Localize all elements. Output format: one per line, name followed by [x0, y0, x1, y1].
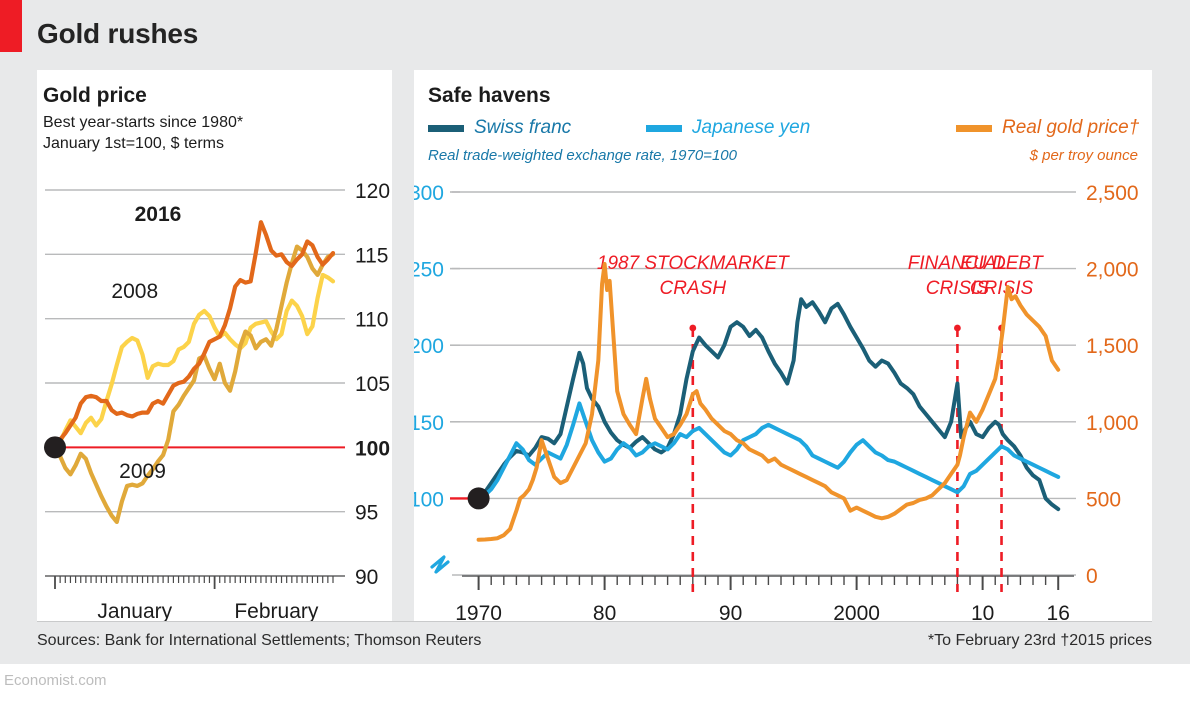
origin-marker-dot [467, 487, 490, 510]
line-swatch-icon [428, 124, 464, 132]
left-x-label: February [234, 600, 319, 621]
legend-label-swiss-franc: Swiss franc [474, 117, 572, 138]
right-panel-title: Safe havens [428, 84, 551, 107]
left-panel-subtitle-2: January 1st=100, $ terms [43, 135, 224, 152]
series-line-2008 [52, 272, 336, 450]
left-y-tick: 100 [414, 488, 444, 511]
right-y-tick: 500 [1086, 488, 1121, 511]
legend-item-real-gold-price[interactable]: Real gold price† [956, 117, 1139, 139]
gold-price-chart: 90 95 100 105 110 115 120 January February 2016 20… [44, 180, 390, 621]
right-x-tick: 10 [971, 602, 994, 621]
crisis-annotation-line1: 1987 STOCKMARKET [597, 253, 790, 274]
left-y-tick: 250 [414, 259, 444, 282]
series-line-real-gold-price [476, 262, 1061, 542]
crisis-annotation-line1: FINANCIAL [908, 253, 1007, 274]
series-annotation-2016: 2016 [135, 203, 182, 226]
left-y-tick: 150 [414, 412, 444, 435]
left-y-tick: 300 [414, 182, 444, 205]
left-axis-note: Real trade-weighted exchange rate, 1970=… [428, 147, 737, 164]
right-y-tick: 1,000 [1086, 412, 1139, 435]
safe-havens-chart: 2,500 2,000 1,500 1,000 500 0 300 250 200 150 100 1… [414, 182, 1139, 621]
right-x-tick: 90 [719, 602, 742, 621]
left-x-label: January [97, 600, 172, 621]
series-line-2009 [52, 244, 336, 525]
crisis-annotation-line2: CRISIS [926, 278, 990, 299]
brand-accent-bar [0, 0, 22, 52]
crisis-annotation-line2: CRISIS [970, 278, 1034, 299]
right-axis-note: $ per troy ounce [1029, 147, 1138, 164]
left-y-tick: 120 [355, 180, 390, 203]
page-title: Gold rushes [37, 18, 199, 49]
left-y-tick: 200 [414, 335, 444, 358]
series-annotation-2008: 2008 [111, 280, 158, 303]
sources-text: Sources: Bank for International Settleme… [37, 632, 482, 649]
legend-item-japanese-yen[interactable]: Japanese yen [646, 117, 810, 139]
left-y-tick: 90 [355, 566, 378, 589]
series-line-japanese-yen [476, 401, 1061, 501]
footer-bar [0, 664, 1190, 706]
left-panel-subtitle-1: Best year-starts since 1980* [43, 114, 244, 131]
footer-divider [37, 621, 1152, 622]
left-y-tick: 105 [355, 373, 390, 396]
gold-price-panel: Gold price Best year-starts since 1980* … [37, 70, 392, 621]
series-line-2016 [52, 220, 336, 450]
legend-item-swiss-franc[interactable]: Swiss franc [428, 117, 571, 139]
line-swatch-icon [956, 124, 992, 132]
axis-break-icon [430, 555, 450, 574]
footnotes-text: *To February 23rd †2015 prices [927, 632, 1152, 649]
line-swatch-icon [646, 124, 682, 132]
right-x-tick: 2000 [833, 602, 880, 621]
right-x-tick: 1970 [455, 602, 502, 621]
right-y-tick: 2,500 [1086, 182, 1139, 205]
left-panel-title: Gold price [43, 84, 147, 107]
origin-marker-dot [44, 436, 66, 459]
crisis-annotation-line1: EU DEBT [960, 253, 1044, 274]
left-y-tick: 110 [355, 309, 388, 332]
right-y-tick: 0 [1086, 565, 1098, 588]
left-y-tick: 100 [355, 437, 390, 460]
crisis-annotation [689, 324, 697, 592]
left-y-tick: 95 [355, 502, 378, 525]
economist-brand: Economist.com [4, 672, 107, 689]
left-y-tick: 115 [355, 244, 388, 267]
right-x-tick: 80 [593, 602, 616, 621]
right-y-tick: 2,000 [1086, 259, 1139, 282]
right-x-tick: 16 [1047, 602, 1070, 621]
series-annotation-2009: 2009 [119, 460, 166, 483]
legend-label-real-gold-price: Real gold price† [1002, 117, 1140, 138]
legend-label-japanese-yen: Japanese yen [692, 117, 811, 138]
series-line-swiss-franc [476, 297, 1061, 512]
crisis-annotation-line2: CRASH [660, 278, 727, 299]
right-y-tick: 1,500 [1086, 335, 1139, 358]
safe-havens-panel: Safe havens Swiss franc Japanese yen Rea… [414, 70, 1152, 621]
